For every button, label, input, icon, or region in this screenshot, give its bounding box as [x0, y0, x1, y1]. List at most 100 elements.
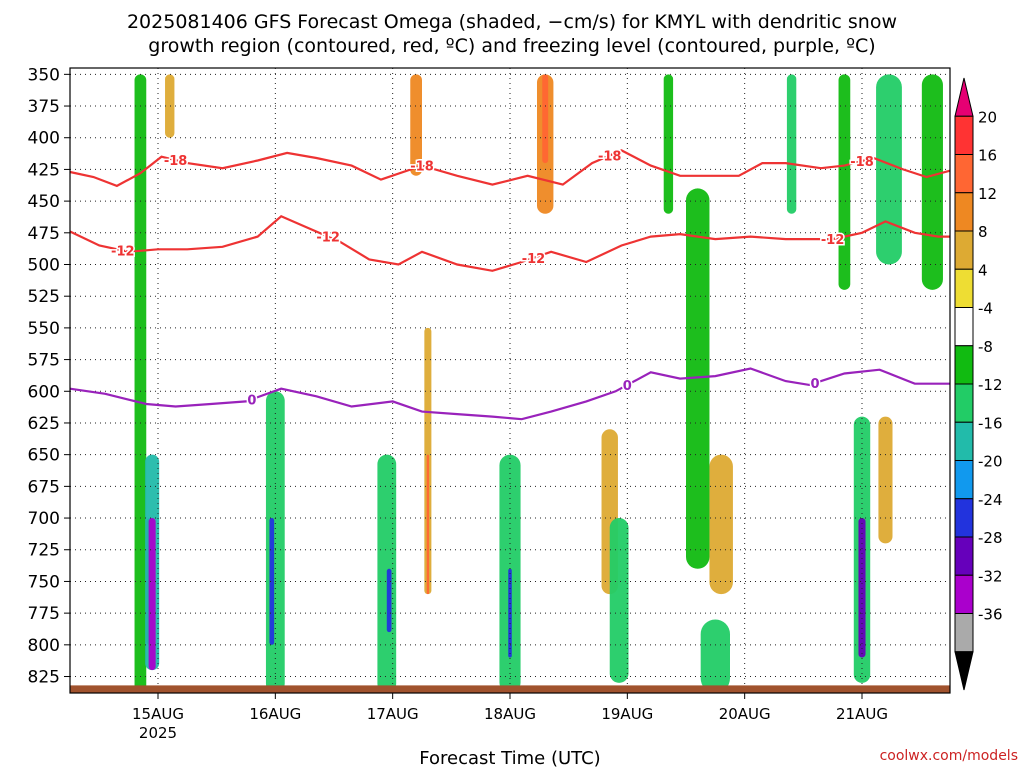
omega-shading-cell	[709, 454, 733, 595]
colorbar-tick-label: 16	[978, 147, 997, 165]
y-tick-label: 450	[28, 192, 60, 212]
contour-minus18: -18 -18 -18 -18	[69, 148, 951, 188]
y-tick-label: 825	[28, 668, 60, 688]
colorbar-segment	[954, 230, 974, 270]
contour-label: -12	[522, 252, 546, 267]
x-axis-label: Forecast Time (UTC)	[419, 748, 600, 768]
colorbar-segment	[954, 345, 974, 385]
contour-label: -12	[111, 245, 135, 260]
y-tick-label: 600	[28, 382, 60, 402]
omega-shading-cell	[265, 391, 285, 693]
plot-area: -18 -18 -18 -18 -12 -12 -12 -12 0 0 0 350 375 400 425 4…	[28, 65, 951, 742]
y-tick-label: 525	[28, 287, 60, 307]
contour-label: -18	[164, 154, 188, 169]
contour-label: -18	[410, 160, 434, 175]
omega-shading-cell	[410, 74, 422, 176]
omega-shading-cell	[858, 518, 866, 658]
y-tick-label: 500	[28, 256, 60, 276]
colorbar-segment	[954, 307, 974, 347]
omega-shading-cell	[686, 188, 710, 569]
y-tick-label: 425	[28, 160, 60, 180]
contour-line	[69, 215, 950, 272]
contour-label: -18	[850, 155, 874, 170]
x-tick-label: 20AUG	[719, 705, 771, 723]
x-tick-label: 16AUG	[249, 705, 301, 723]
omega-shading-cell	[786, 74, 797, 214]
colorbar-tick-label: -20	[978, 453, 1003, 471]
colorbar-tick-label: -32	[978, 567, 1003, 585]
y-tick-label: 650	[28, 446, 60, 466]
y-tick-label: 700	[28, 509, 60, 529]
omega-shading-cell	[542, 74, 549, 164]
y-tick-label: 800	[28, 636, 60, 656]
colorbar-segment	[954, 192, 974, 232]
y-tick-label: 550	[28, 319, 60, 339]
y-tick-label: 400	[28, 129, 60, 149]
contour-line	[69, 149, 951, 188]
colorbar-tick-label: 4	[978, 261, 988, 279]
contour-line	[69, 367, 950, 421]
y-tick-label: 475	[28, 224, 60, 244]
colorbar-segment	[954, 115, 974, 155]
colorbar-legend: 20 16 12 8 4 -4 -8 -12 -16 -20 -24 -28 -32 -36	[954, 77, 1003, 691]
colorbar-segment	[954, 268, 974, 308]
contour-minus12: -12 -12 -12 -12	[69, 215, 950, 272]
omega-shading-cell	[921, 74, 943, 290]
colorbar-segment	[954, 154, 974, 194]
omega-shading-cell	[838, 74, 851, 290]
y-tick-label: 675	[28, 477, 60, 497]
x-tick-label: 15AUG	[132, 705, 184, 723]
colorbar-tick-label: 8	[978, 223, 988, 241]
x-tick-label: 18AUG	[484, 705, 536, 723]
y-tick-label: 575	[28, 351, 60, 371]
chart-title-line-1: 2025081406 GFS Forecast Omega (shaded, −…	[127, 11, 897, 33]
y-tick-label: 725	[28, 541, 60, 561]
colorbar-segment	[954, 421, 974, 461]
colorbar-tick-label: -36	[978, 606, 1003, 624]
omega-shading-cell	[663, 74, 674, 214]
y-tick-label: 375	[28, 97, 60, 117]
colorbar-tick-label: -24	[978, 491, 1003, 509]
x-tick-sublabel: 2025	[139, 724, 177, 742]
colorbar-tick-label: -12	[978, 376, 1003, 394]
colorbar-tick-label: -16	[978, 414, 1003, 432]
x-tick-label: 21AUG	[836, 705, 888, 723]
y-axis: 350 375 400 425 450 475 500 525 550 575 600 625 650 6…	[28, 65, 70, 688]
omega-shading-cell	[878, 416, 893, 544]
credit-link[interactable]: coolwx.com/models	[880, 748, 1018, 764]
omega-shading-cell	[386, 568, 392, 633]
colorbar-segment	[954, 651, 974, 691]
omega-shading-cell	[165, 74, 175, 138]
y-tick-label: 750	[28, 572, 60, 592]
y-tick-label: 775	[28, 604, 60, 624]
colorbar-tick-label: -4	[978, 300, 993, 318]
colorbar-segment	[954, 383, 974, 423]
omega-shading-cell	[876, 74, 902, 265]
terrain-band	[70, 685, 950, 693]
contour-label: -18	[598, 149, 622, 164]
chart-title-line-2: growth region (contoured, red, ºC) and f…	[148, 35, 875, 57]
y-tick-label: 625	[28, 414, 60, 434]
colorbar-tick-label: 12	[978, 185, 997, 203]
colorbar-segment	[954, 498, 974, 538]
omega-shading-cell	[700, 619, 730, 693]
contour-label: -12	[316, 231, 340, 246]
colorbar-tick-label: -8	[978, 338, 993, 356]
contour-label: 0	[247, 393, 256, 408]
contour-label: 0	[811, 377, 820, 392]
omega-shading-cell	[134, 74, 147, 693]
y-tick-label: 350	[28, 65, 60, 85]
x-tick-label: 19AUG	[601, 705, 653, 723]
omega-shading-cell	[609, 518, 629, 683]
contour-0: 0 0 0	[69, 367, 950, 421]
colorbar-segment	[954, 574, 974, 614]
omega-shading-cell	[426, 454, 430, 595]
colorbar-segment	[954, 536, 974, 576]
grid-lines	[70, 68, 950, 693]
contour-label: -12	[821, 233, 845, 248]
colorbar-segment	[954, 77, 974, 117]
omega-shading-cell	[148, 518, 156, 671]
contour-label: 0	[623, 379, 632, 394]
